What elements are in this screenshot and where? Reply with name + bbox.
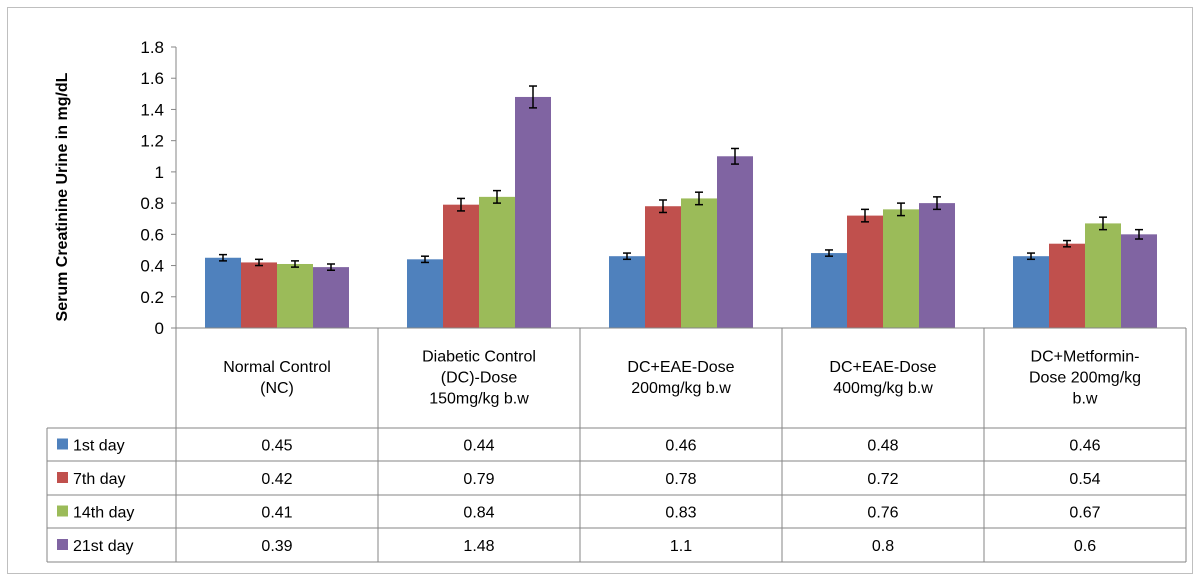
- data-table-value: 0.46: [1069, 438, 1100, 455]
- y-tick-label: 0.2: [140, 288, 164, 307]
- bar: [681, 198, 717, 328]
- x-category-label: DC+Metformin-: [1031, 349, 1140, 366]
- data-table-value: 0.44: [463, 438, 494, 455]
- data-table-value: 1.1: [670, 538, 692, 555]
- y-tick-label: 0.6: [140, 225, 164, 244]
- data-table-value: 0.46: [665, 438, 696, 455]
- data-table-value: 0.72: [867, 471, 898, 488]
- bar: [205, 257, 241, 328]
- y-tick-label: 1.6: [140, 69, 164, 88]
- bar: [515, 96, 551, 328]
- bar: [811, 253, 847, 328]
- x-category-label: 400mg/kg b.w: [833, 380, 933, 397]
- bar: [407, 259, 443, 328]
- bar: [919, 203, 955, 328]
- x-category-label: b.w: [1073, 391, 1098, 408]
- data-table-value: 0.54: [1069, 471, 1100, 488]
- bar-chart-with-data-table: 0 0.2 0.4 0.6 0.8 1 1.2 1.4 1.6 1.8 Serum Creatini…: [46, 38, 1187, 563]
- bar: [241, 262, 277, 328]
- data-table-value: 0.83: [665, 505, 696, 522]
- bar: [1085, 223, 1121, 328]
- y-tick-label: 0.4: [140, 257, 164, 276]
- y-axis-title: Serum Creatinine Urine in mg/dL: [54, 72, 71, 321]
- y-tick-label: 0.8: [140, 194, 164, 213]
- data-table-value: 0.78: [665, 471, 696, 488]
- legend-label: 7th day: [73, 471, 125, 488]
- x-category-label: Diabetic Control: [422, 349, 536, 366]
- data-table-value: 0.45: [261, 438, 292, 455]
- bar: [277, 263, 313, 328]
- legend-label: 14th day: [73, 505, 134, 522]
- bar: [609, 256, 645, 328]
- bar: [883, 209, 919, 328]
- x-category-label: (DC)-Dose: [441, 370, 518, 387]
- data-table-value: 1.48: [463, 538, 494, 555]
- bar: [1049, 243, 1085, 328]
- legend-swatch: [57, 472, 68, 483]
- x-category-label: 150mg/kg b.w: [429, 391, 529, 408]
- chart-frame: 0 0.2 0.4 0.6 0.8 1 1.2 1.4 1.6 1.8 Serum Creatini…: [7, 7, 1193, 574]
- data-table-value: 0.41: [261, 505, 292, 522]
- legend-swatch: [57, 539, 68, 550]
- y-tick-label: 0: [155, 319, 164, 338]
- y-tick-label: 1: [155, 163, 164, 182]
- legend-label: 21st day: [73, 538, 133, 555]
- data-table-value: 0.48: [867, 438, 898, 455]
- bar: [1013, 256, 1049, 328]
- x-category-label: 200mg/kg b.w: [631, 380, 731, 397]
- y-tick-label: 1.4: [140, 100, 164, 119]
- x-category-label: Dose 200mg/kg: [1029, 370, 1141, 387]
- data-table-value: 0.84: [463, 505, 494, 522]
- bar: [443, 204, 479, 328]
- legend-swatch: [57, 438, 68, 450]
- data-table-value: 0.39: [261, 538, 292, 555]
- y-tick-label: 1.8: [140, 38, 164, 57]
- bar: [313, 267, 349, 328]
- bar: [1121, 234, 1157, 328]
- x-category-label: DC+EAE-Dose: [829, 359, 936, 376]
- x-category-label: Normal Control: [223, 359, 331, 376]
- data-table-value: 0.76: [867, 505, 898, 522]
- bar: [645, 206, 681, 328]
- bar: [717, 156, 753, 328]
- bar: [847, 215, 883, 328]
- x-category-label: DC+EAE-Dose: [627, 359, 734, 376]
- legend-swatch: [57, 505, 68, 517]
- y-tick-label: 1.2: [140, 132, 164, 151]
- x-category-label: (NC): [260, 380, 294, 397]
- data-table-value: 0.67: [1069, 505, 1100, 522]
- legend-label: 1st day: [73, 438, 125, 455]
- data-table-value: 0.6: [1074, 538, 1096, 555]
- data-table-value: 0.79: [463, 471, 494, 488]
- bar: [479, 196, 515, 328]
- data-table-value: 0.42: [261, 471, 292, 488]
- data-table-value: 0.8: [872, 538, 894, 555]
